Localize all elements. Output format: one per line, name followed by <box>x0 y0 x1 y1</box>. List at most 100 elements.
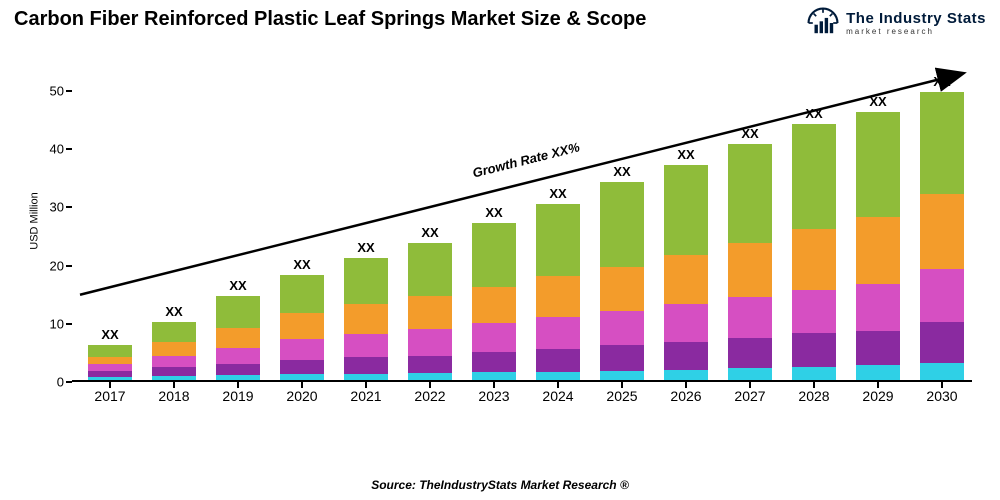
bar-segment <box>408 356 452 373</box>
bar-column: XX <box>600 182 644 380</box>
xtick-label: 2022 <box>414 388 445 404</box>
brand-logo: The Industry Stats market research <box>806 6 986 40</box>
bar-chart: USD Million Growth Rate XX% 01020304050X… <box>72 62 972 432</box>
ytick-mark <box>66 90 72 92</box>
xtick-label: 2021 <box>350 388 381 404</box>
bar-segment <box>856 331 900 366</box>
bar-segment <box>472 287 516 323</box>
bar-segment <box>728 368 772 380</box>
bar-segment <box>920 194 964 270</box>
xtick-label: 2028 <box>798 388 829 404</box>
bar-segment <box>728 144 772 243</box>
bar-column: XX <box>792 124 836 380</box>
bar-segment <box>344 334 388 357</box>
bar-segment <box>536 204 580 277</box>
logo-text-sub: market research <box>846 28 986 36</box>
bar-segment <box>920 363 964 380</box>
xtick-label: 2030 <box>926 388 957 404</box>
xtick-label: 2023 <box>478 388 509 404</box>
bar-column: XX <box>664 165 708 380</box>
bar-value-label: XX <box>165 304 182 319</box>
bar-column: XX <box>856 112 900 380</box>
bar-segment <box>472 372 516 380</box>
bar-segment <box>856 365 900 380</box>
trend-label: Growth Rate XX% <box>471 139 581 180</box>
xtick-label: 2024 <box>542 388 573 404</box>
ytick-mark <box>66 265 72 267</box>
ytick-mark <box>66 381 72 383</box>
bar-segment <box>536 276 580 317</box>
bar-segment <box>344 357 388 373</box>
bar-segment <box>536 349 580 372</box>
bar-segment <box>216 364 260 376</box>
bar-segment <box>856 112 900 217</box>
bar-segment <box>664 165 708 255</box>
bar-segment <box>920 92 964 194</box>
bar-column: XX <box>344 258 388 380</box>
bar-value-label: XX <box>357 240 374 255</box>
bar-segment <box>792 124 836 229</box>
xtick-label: 2025 <box>606 388 637 404</box>
bar-segment <box>664 370 708 380</box>
bar-segment <box>216 328 260 348</box>
bar-segment <box>600 182 644 266</box>
bar-value-label: XX <box>549 186 566 201</box>
bar-segment <box>792 367 836 380</box>
bar-segment <box>152 367 196 376</box>
bar-value-label: XX <box>485 205 502 220</box>
trend-arrow <box>72 62 972 382</box>
ytick-label: 50 <box>28 84 64 99</box>
xtick-label: 2017 <box>94 388 125 404</box>
bar-segment <box>216 348 260 364</box>
bar-value-label: XX <box>229 278 246 293</box>
bar-column: XX <box>152 322 196 380</box>
bar-column: XX <box>920 92 964 380</box>
bar-segment <box>472 323 516 352</box>
bar-value-label: XX <box>101 327 118 342</box>
bar-column: XX <box>408 243 452 380</box>
bar-value-label: XX <box>421 225 438 240</box>
bar-segment <box>88 364 132 372</box>
bar-segment <box>280 374 324 380</box>
bar-segment <box>856 284 900 331</box>
plot-area: USD Million Growth Rate XX% 01020304050X… <box>72 62 972 382</box>
bar-segment <box>408 296 452 330</box>
bar-segment <box>152 356 196 368</box>
bar-value-label: XX <box>677 147 694 162</box>
xtick-label: 2027 <box>734 388 765 404</box>
bar-value-label: XX <box>933 74 950 89</box>
ytick-label: 0 <box>28 375 64 390</box>
bar-segment <box>536 317 580 348</box>
ytick-label: 20 <box>28 258 64 273</box>
ytick-mark <box>66 148 72 150</box>
xtick-label: 2018 <box>158 388 189 404</box>
bar-column: XX <box>728 144 772 380</box>
xtick-label: 2020 <box>286 388 317 404</box>
bar-segment <box>408 243 452 295</box>
bar-segment <box>856 217 900 284</box>
source-attribution: Source: TheIndustryStats Market Research… <box>0 478 1000 492</box>
bar-segment <box>728 338 772 368</box>
xtick-label: 2029 <box>862 388 893 404</box>
xtick-label: 2019 <box>222 388 253 404</box>
bar-segment <box>88 377 132 380</box>
bar-column: XX <box>280 275 324 380</box>
bar-segment <box>408 373 452 380</box>
bar-segment <box>728 243 772 297</box>
xtick-label: 2026 <box>670 388 701 404</box>
bar-column: XX <box>536 204 580 380</box>
bar-value-label: XX <box>805 106 822 121</box>
ytick-label: 10 <box>28 316 64 331</box>
ytick-mark <box>66 206 72 208</box>
bar-segment <box>664 304 708 341</box>
logo-text-main: The Industry Stats <box>846 11 986 26</box>
bar-segment <box>792 290 836 334</box>
bar-column: XX <box>88 345 132 380</box>
ytick-label: 30 <box>28 200 64 215</box>
bar-segment <box>728 297 772 338</box>
bar-column: XX <box>216 296 260 380</box>
bar-value-label: XX <box>869 94 886 109</box>
bar-segment <box>600 311 644 345</box>
bar-column: XX <box>472 223 516 380</box>
bar-segment <box>920 269 964 321</box>
